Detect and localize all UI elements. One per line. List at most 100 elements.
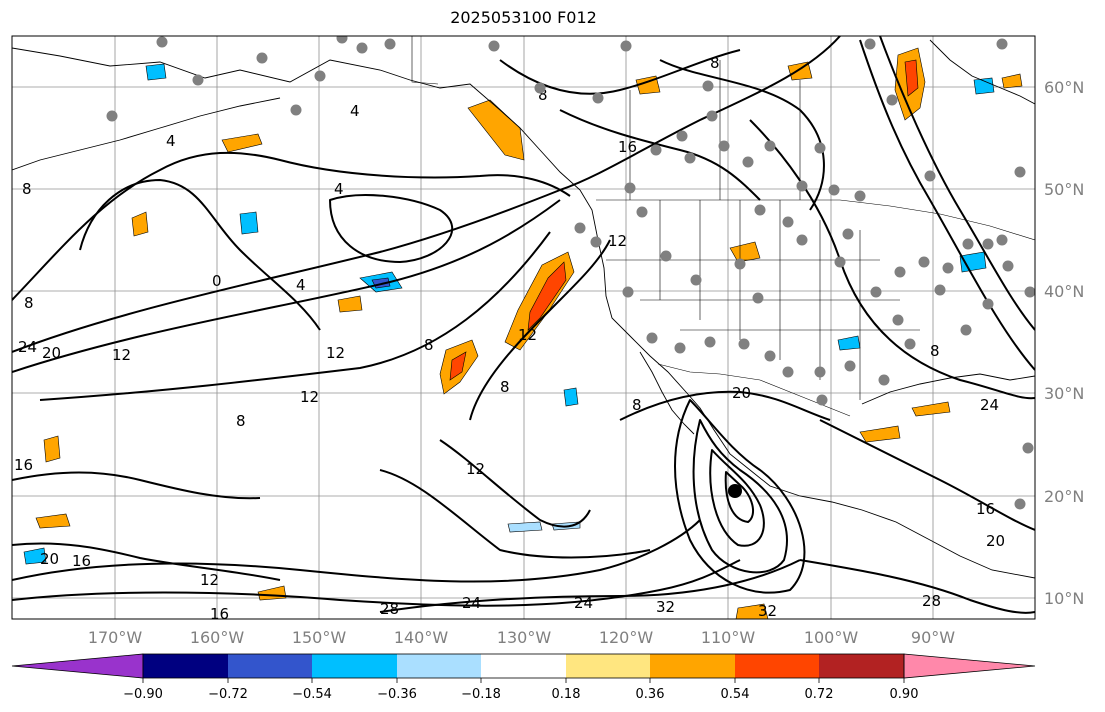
contour-line [749,119,1035,400]
coastline-hudson [929,39,1035,105]
contour-label: 8 [424,336,434,354]
contour-label: 8 [22,180,32,198]
shaded-patch [507,521,543,533]
station-dot-icon [814,366,826,378]
colorbar-segment [143,654,228,678]
contour-line [379,469,651,559]
contour-line [379,559,801,613]
station-dot-icon [704,336,716,348]
station-dot-icon [650,144,662,156]
colorbar-tick-label: 0.72 [805,687,834,702]
contour-label: 20 [40,550,59,568]
station-dot-icon [754,204,766,216]
lat-label-20: 20°N [1044,487,1084,506]
station-dot-icon [842,228,854,240]
colorbar-tick-labels: −0.90 −0.72 −0.54 −0.36 −0.18 0.18 0.36 … [123,687,918,702]
station-dot-icon [864,38,876,50]
contour-label: 12 [466,460,485,478]
contour-line [79,179,321,331]
map-frame [11,35,1036,620]
station-dot-icon [574,222,586,234]
colorbar-ticks [142,678,905,683]
contour-label: 12 [608,232,627,250]
lon-label-150w: 150°W [292,628,347,647]
coastline-west-coast [579,189,1035,579]
station-dot-icon [676,130,688,142]
shaded-patch [337,295,363,313]
shaded-patch [23,547,47,565]
border-alaska-canada [411,36,439,85]
station-dot-icon [384,38,396,50]
station-dot-icon [738,338,750,350]
station-dot-icon [534,82,546,94]
colorbar: −0.90 −0.72 −0.54 −0.36 −0.18 0.18 0.36 … [11,653,1036,702]
stations [106,36,1035,510]
contour-line [12,36,841,353]
station-dot-icon [734,258,746,270]
station-dot-icon [982,238,994,250]
station-dot-icon [314,70,326,82]
contour-label: 24 [462,594,481,612]
station-dot-icon [1002,260,1014,272]
lon-label-130w: 130°W [497,628,552,647]
contour-line [12,519,701,583]
colorbar-tick-label: 0.18 [552,687,581,702]
contour-label: 8 [632,396,642,414]
station-dot-icon [690,274,702,286]
station-dot-icon [834,256,846,268]
longitude-labels: 170°W 160°W 150°W 140°W 130°W 120°W 110°… [88,628,955,647]
contours [12,36,1035,614]
station-dot-icon [702,80,714,92]
contour-labels: 4 4 4 4 8 8 8 8 8 8 8 8 12 12 12 12 12 1… [14,54,1005,623]
station-dot-icon [844,360,856,372]
shaded-patch [131,211,149,237]
contour-label: 16 [14,456,33,474]
station-dot-icon [1022,442,1034,454]
station-dot-icon [674,342,686,354]
station-dot-icon [488,40,500,52]
shaded-patch [735,603,769,619]
contour-label: 12 [326,344,345,362]
lat-label-40: 40°N [1044,282,1084,301]
station-dot-icon [590,236,602,248]
coastline-gulf [861,373,1035,405]
map-title: 2025053100 F012 [450,8,597,27]
shaded-patch [35,513,71,529]
shaded-patch [239,211,259,235]
contour-label: 16 [618,138,637,156]
colorbar-tick-label: 0.90 [890,687,919,702]
contour-label: 16 [210,605,229,623]
station-dot-icon [828,184,840,196]
contour-label: 8 [236,412,246,430]
colorbar-extend-min [11,653,144,679]
shaded-patch [449,351,467,381]
shaded-patch [959,251,987,273]
shaded-patch [635,75,661,95]
station-dot-icon [962,238,974,250]
colorbar-segment [481,654,566,678]
colorbar-tick-label: −0.18 [461,687,501,702]
contour-line [12,199,561,373]
station-dot-icon [816,394,828,406]
contour-line [499,49,741,95]
contour-line [469,239,611,421]
border-us-canada [596,199,1035,241]
contour-line [819,419,1035,531]
shaded-patch [911,401,951,417]
map-content: 4 4 4 4 8 8 8 8 8 8 8 8 12 12 12 12 12 1… [12,36,1035,623]
station-dot-icon [814,142,826,154]
station-dot-icon [764,140,776,152]
shaded-patch [563,387,579,407]
low-center-icon [728,484,742,498]
station-dot-icon [904,338,916,350]
station-dot-icon [924,170,936,182]
colorbar-segment [735,654,819,678]
colorbar-tick-label: −0.72 [208,687,248,702]
station-dot-icon [942,262,954,274]
lon-label-100w: 100°W [804,628,859,647]
contour-label: 16 [72,552,91,570]
contour-line [709,449,765,547]
station-dot-icon [336,36,348,44]
contour-label: 4 [334,180,344,198]
